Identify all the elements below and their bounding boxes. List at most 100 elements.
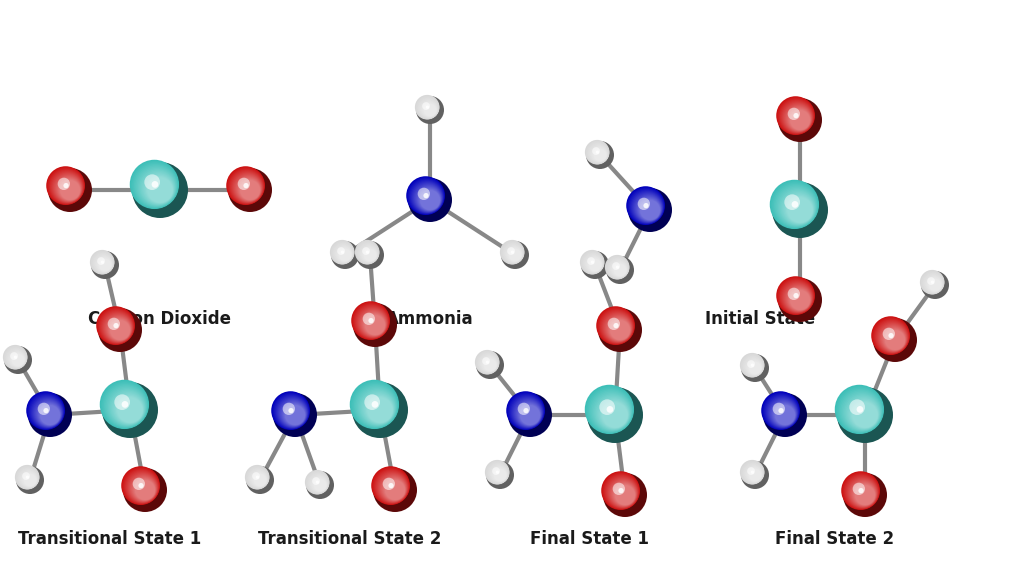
Circle shape [408,178,452,222]
Circle shape [360,245,378,263]
Circle shape [356,306,388,338]
Circle shape [740,354,764,377]
Circle shape [589,389,633,433]
Circle shape [586,141,614,169]
Circle shape [416,96,439,119]
Circle shape [482,357,490,365]
Circle shape [101,381,148,429]
Circle shape [794,113,799,118]
Circle shape [5,347,27,369]
Circle shape [587,257,602,272]
Text: Transitional State 1: Transitional State 1 [18,530,202,548]
Circle shape [284,404,305,425]
Circle shape [611,261,627,277]
Circle shape [485,361,489,364]
Circle shape [584,253,603,273]
Circle shape [627,186,665,225]
Circle shape [3,345,28,369]
Circle shape [90,250,115,275]
Circle shape [49,170,84,204]
Circle shape [751,470,754,474]
Circle shape [417,97,439,119]
Circle shape [745,359,763,376]
Circle shape [599,309,634,344]
Circle shape [341,250,344,254]
Circle shape [127,471,158,503]
Circle shape [515,400,542,427]
Circle shape [778,98,822,142]
Circle shape [745,358,763,376]
Circle shape [105,316,132,342]
Circle shape [362,247,377,262]
Circle shape [884,329,905,350]
Circle shape [365,315,385,335]
Circle shape [770,180,819,229]
Circle shape [273,394,309,429]
Circle shape [101,312,133,343]
Circle shape [104,314,132,342]
Circle shape [592,391,632,432]
Circle shape [513,398,543,428]
Circle shape [53,174,82,203]
Circle shape [229,170,264,204]
Circle shape [848,478,878,508]
Circle shape [775,405,795,425]
Circle shape [108,318,120,330]
Circle shape [338,248,351,262]
Circle shape [385,480,406,500]
Circle shape [519,404,541,425]
Circle shape [587,257,602,272]
Circle shape [614,485,635,505]
Circle shape [22,471,37,487]
Circle shape [880,325,907,352]
Circle shape [138,483,143,488]
Circle shape [488,464,508,483]
Circle shape [835,385,884,434]
Circle shape [372,466,410,505]
Circle shape [850,479,877,507]
Circle shape [494,469,507,481]
Circle shape [15,466,39,489]
Circle shape [743,463,763,484]
Circle shape [372,401,378,408]
Circle shape [505,245,522,263]
Circle shape [23,472,30,480]
Circle shape [307,472,329,494]
Circle shape [786,107,811,131]
Circle shape [57,178,81,201]
Circle shape [481,357,497,372]
Circle shape [778,188,816,226]
Circle shape [103,384,147,428]
Circle shape [98,308,142,352]
Circle shape [383,478,395,490]
Circle shape [749,469,762,481]
Circle shape [744,358,763,376]
Circle shape [506,246,522,263]
Circle shape [924,273,943,293]
Circle shape [95,255,113,272]
Circle shape [108,318,131,341]
Circle shape [608,258,629,278]
Circle shape [489,464,508,483]
Circle shape [147,177,173,203]
Circle shape [56,177,81,201]
Circle shape [873,318,918,362]
Circle shape [596,306,635,345]
Circle shape [605,255,630,279]
Circle shape [503,243,523,263]
Circle shape [772,402,797,426]
Circle shape [116,396,143,424]
Circle shape [24,474,37,486]
Circle shape [872,317,909,355]
Circle shape [636,196,662,222]
Circle shape [635,194,662,222]
Circle shape [374,469,410,504]
Circle shape [357,242,379,264]
Text: Final State 2: Final State 2 [775,530,895,548]
Circle shape [772,182,818,228]
Circle shape [602,402,628,428]
Circle shape [778,408,783,413]
Circle shape [787,288,811,311]
Circle shape [478,353,499,373]
Circle shape [781,282,813,313]
